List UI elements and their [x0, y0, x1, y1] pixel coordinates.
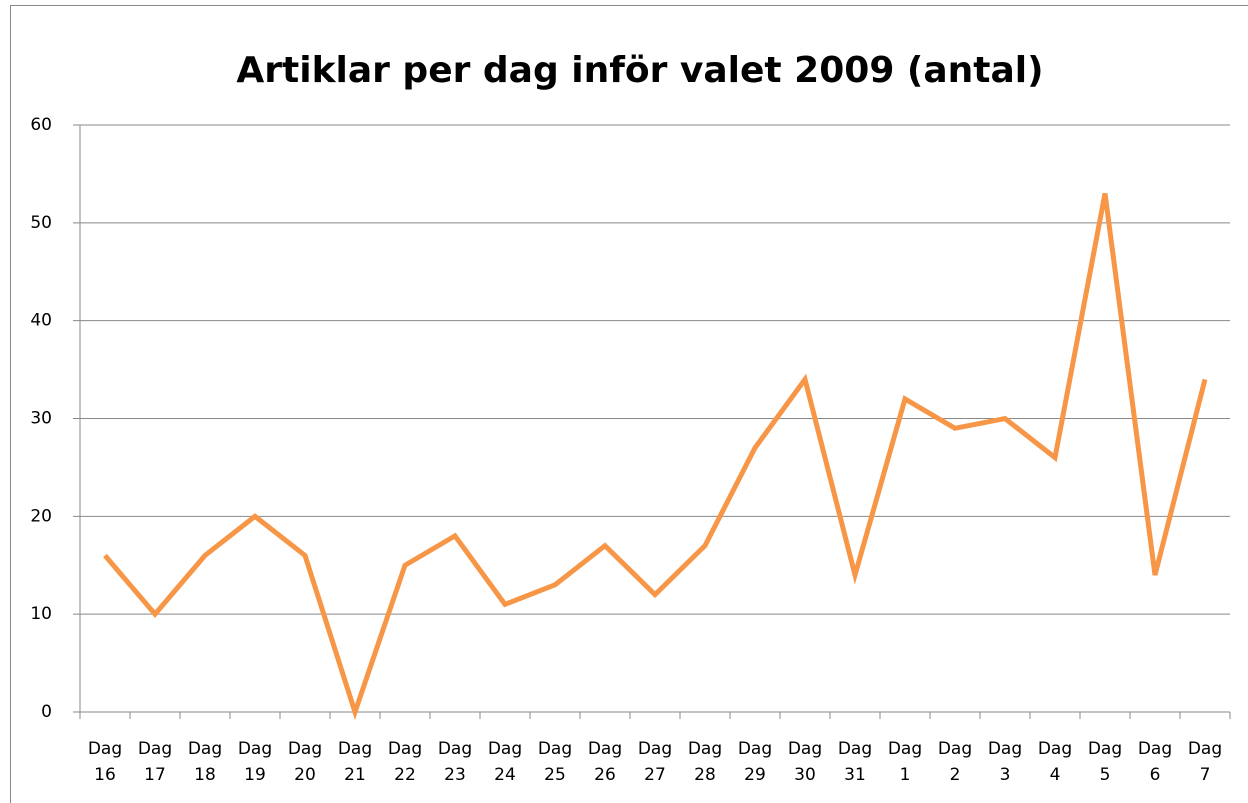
y-tick-label: 50 — [30, 213, 52, 233]
x-tick-label: Dag 2 — [938, 739, 972, 785]
y-tick-label: 0 — [41, 702, 52, 722]
x-tick-label: Dag 31 — [838, 739, 872, 785]
x-tick-label: Dag 19 — [238, 739, 272, 785]
y-tick-label: 10 — [30, 604, 52, 624]
y-tick-label: 30 — [30, 409, 52, 429]
x-tick-label: Dag 20 — [288, 739, 322, 785]
x-tick-label: Dag 5 — [1088, 739, 1122, 785]
x-tick-label: Dag 27 — [638, 739, 672, 785]
line — [103, 193, 1208, 720]
y-tick-label: 20 — [30, 506, 52, 526]
x-tick-label: Dag 17 — [138, 739, 172, 785]
x-tick-label: Dag 25 — [538, 739, 572, 785]
chart-frame — [10, 5, 1248, 803]
x-tick-label: Dag 16 — [88, 739, 122, 785]
x-tick-label: Dag 26 — [588, 739, 622, 785]
x-tick-label: Dag 29 — [738, 739, 772, 785]
x-tick-label: Dag 1 — [888, 739, 922, 785]
x-tick-label: Dag 30 — [788, 739, 822, 785]
x-tick-label: Dag 28 — [688, 739, 722, 785]
x-tick-label: Dag 22 — [388, 739, 422, 785]
chart-title: Artiklar per dag inför valet 2009 (antal… — [236, 50, 1043, 91]
x-tick-label: Dag 3 — [988, 739, 1022, 785]
x-tick-label: Dag 18 — [188, 739, 222, 785]
y-tick-label: 40 — [30, 311, 52, 331]
x-tick-label: Dag 7 — [1188, 739, 1222, 785]
x-tick-label: Dag 6 — [1138, 739, 1172, 785]
x-tick-label: Dag 23 — [438, 739, 472, 785]
x-tick-label: Dag 24 — [488, 739, 522, 785]
x-tick-label: Dag 4 — [1038, 739, 1072, 785]
x-tick-label: Dag 21 — [338, 739, 372, 785]
y-tick-label: 60 — [30, 115, 52, 135]
